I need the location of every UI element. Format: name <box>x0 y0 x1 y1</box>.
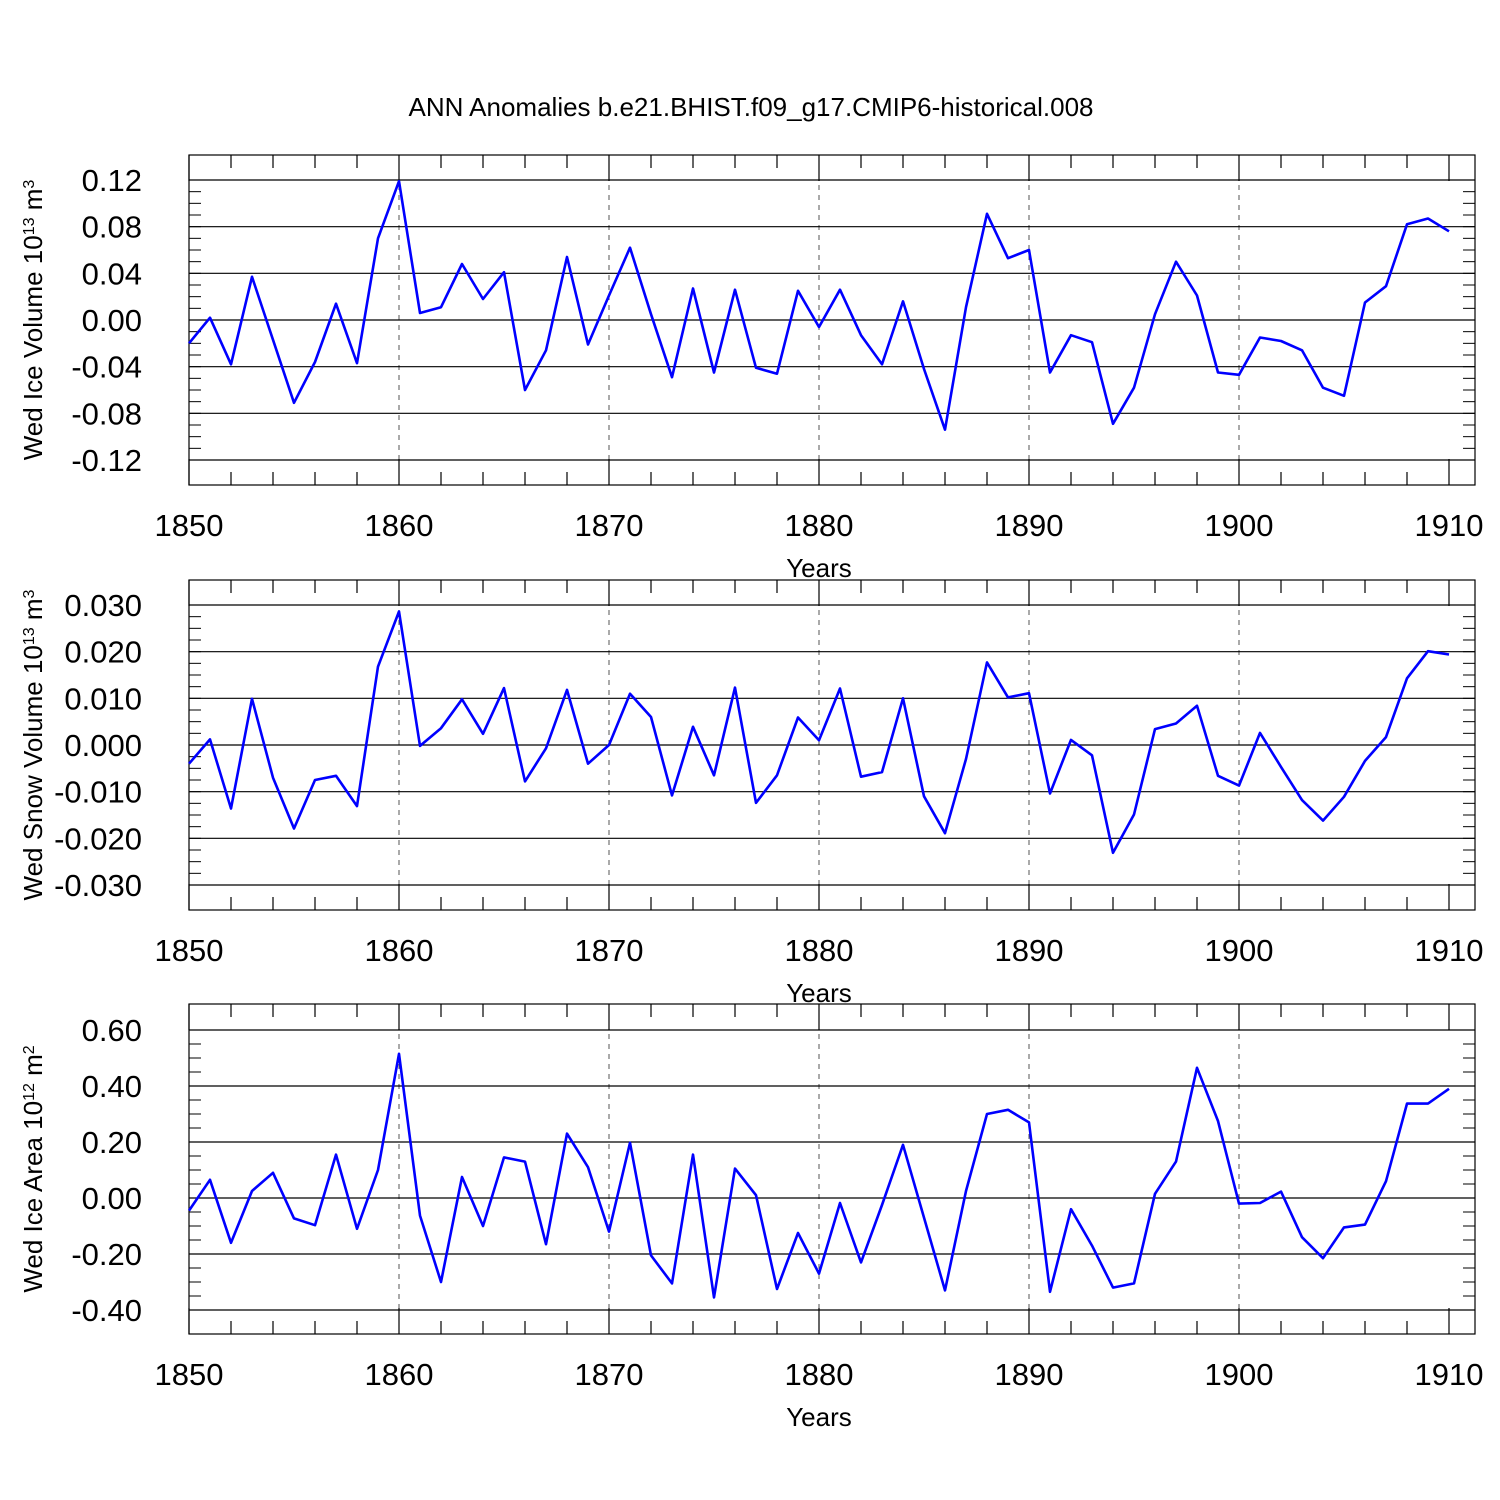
y-tick-label: -0.40 <box>71 1293 142 1328</box>
y-tick-label: 0.12 <box>82 163 142 198</box>
x-tick-label: 1870 <box>575 1357 644 1392</box>
y-axis-title: Wed Ice Volume 1013 m3 <box>18 180 48 461</box>
x-tick-label: 1880 <box>785 933 854 968</box>
x-tick-label: 1860 <box>365 933 434 968</box>
y-axis-title-superscript: 2 <box>21 1045 38 1054</box>
y-tick-label: 0.60 <box>82 1013 142 1048</box>
x-tick-label: 1880 <box>785 508 854 543</box>
y-axis-title-superscript: 13 <box>21 217 38 235</box>
x-tick-label: 1860 <box>365 508 434 543</box>
y-axis-title-superscript: 12 <box>21 1083 38 1101</box>
y-tick-label: 0.00 <box>82 303 142 338</box>
chart-panel-2: 0.030 0.020 0.010 0.000 -0.010 -0.020 -0.030 18… <box>18 579 1484 1008</box>
series-line <box>187 179 1450 432</box>
y-axis-title-text: Wed Snow Volume 10 <box>18 645 48 900</box>
y-tick-label: 0.030 <box>64 588 142 623</box>
y-tick-label: 0.00 <box>82 1181 142 1216</box>
y-axis-title-superscript: 3 <box>21 180 38 189</box>
y-axis-title-text: m <box>18 598 48 627</box>
x-tick-label: 1890 <box>995 1357 1064 1392</box>
x-tick-label: 1860 <box>365 1357 434 1392</box>
y-tick-label: 0.04 <box>82 256 142 291</box>
chart-panel-1: 0.12 0.08 0.04 0.00 -0.04 -0.08 -0.12 1850 1860 1… <box>18 154 1484 583</box>
x-tick-label: 1850 <box>155 508 224 543</box>
y-axis-title: Wed Ice Area 1012 m2 <box>18 1045 48 1292</box>
x-tick-label: 1900 <box>1205 1357 1274 1392</box>
y-tick-label: 0.010 <box>64 681 142 716</box>
series-line <box>188 610 1450 855</box>
y-tick-label: -0.030 <box>54 868 142 903</box>
x-tick-label: 1900 <box>1205 508 1274 543</box>
x-tick-label: 1850 <box>155 1357 224 1392</box>
y-axis-title-text: Wed Ice Volume 10 <box>18 235 48 460</box>
plot-frame <box>188 1003 1476 1335</box>
y-tick-label: -0.010 <box>54 775 142 810</box>
y-axis-title: Wed Snow Volume 1013 m3 <box>18 589 48 900</box>
x-tick-label: 1870 <box>575 933 644 968</box>
y-tick-label: -0.04 <box>71 350 142 385</box>
x-axis-title: Years <box>786 553 852 583</box>
y-tick-label: -0.12 <box>71 443 142 478</box>
y-axis-title-superscript: 3 <box>21 589 38 598</box>
x-axis-title: Years <box>786 1402 852 1432</box>
chart-panel-3: 0.60 0.40 0.20 0.00 -0.20 -0.40 1850 1860 1870 18… <box>18 1003 1484 1432</box>
y-axis-title-text: m <box>18 189 48 218</box>
x-tick-label: 1910 <box>1415 933 1484 968</box>
y-tick-label: 0.08 <box>82 210 142 245</box>
y-axis-title-text: Wed Ice Area 10 <box>18 1101 48 1293</box>
x-tick-label: 1900 <box>1205 933 1274 968</box>
y-axis-title-superscript: 13 <box>21 627 38 645</box>
x-tick-label: 1910 <box>1415 1357 1484 1392</box>
y-tick-label: 0.20 <box>82 1125 142 1160</box>
y-tick-label: 0.020 <box>64 635 142 670</box>
x-tick-label: 1870 <box>575 508 644 543</box>
y-tick-label: 0.000 <box>64 728 142 763</box>
y-tick-label: -0.08 <box>71 396 142 431</box>
x-tick-label: 1910 <box>1415 508 1484 543</box>
y-tick-label: -0.020 <box>54 821 142 856</box>
chart-title: ANN Anomalies b.e21.BHIST.f09_g17.CMIP6-… <box>408 92 1093 122</box>
x-tick-label: 1890 <box>995 508 1064 543</box>
series-line <box>187 1052 1450 1299</box>
x-tick-label: 1890 <box>995 933 1064 968</box>
x-tick-label: 1850 <box>155 933 224 968</box>
y-tick-label: 0.40 <box>82 1069 142 1104</box>
y-axis-title-text: m <box>18 1054 48 1083</box>
y-tick-label: -0.20 <box>71 1237 142 1272</box>
x-tick-label: 1880 <box>785 1357 854 1392</box>
x-axis-title: Years <box>786 978 852 1008</box>
